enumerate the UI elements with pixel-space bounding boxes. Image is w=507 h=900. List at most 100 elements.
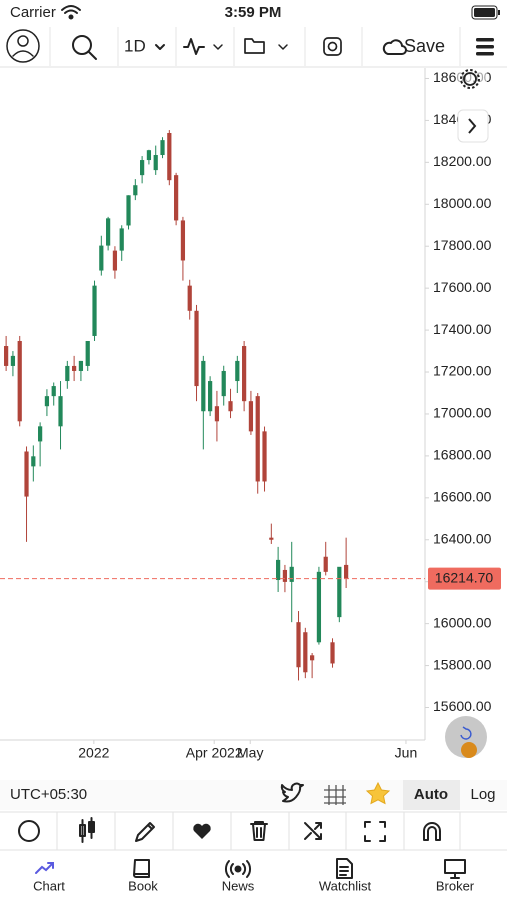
candle-tool[interactable] [79,817,95,843]
y-tick-label: 16800.00 [433,447,492,463]
tab-bar: Chart Book News Watchlist Broker [33,858,475,893]
chart-tab-icon [35,862,54,874]
profile-button[interactable] [6,29,40,63]
watchlist-tab-icon [336,858,353,879]
last-price-badge [428,567,501,590]
x-tick-label: Apr 2022 [186,745,243,761]
tab-label[interactable]: Watchlist [319,878,372,893]
x-tick-label: 2022 [78,745,109,761]
settings-button[interactable] [460,69,480,89]
menu-button[interactable] [476,38,494,56]
candle-body [31,456,36,467]
book-tab-icon [133,859,150,878]
compare-tool[interactable] [304,822,322,840]
instagram-button[interactable] [323,37,342,56]
x-tick-label: May [237,745,263,761]
shape-tool[interactable] [18,820,40,842]
candle-body [38,426,43,442]
magnet-tool[interactable] [423,822,441,841]
tab-label[interactable]: News [222,878,255,893]
scroll-right-bg [457,109,489,143]
candle-body [4,346,9,366]
candle-body [119,228,124,251]
candle-body [316,571,322,643]
candle-body [201,360,206,412]
timezone[interactable]: UTC+05:30 [10,786,87,803]
favorite-button[interactable] [365,781,391,805]
candle-body [51,386,56,397]
pencil-tool[interactable] [135,822,155,842]
candle-body [44,396,50,407]
auto-scale[interactable]: Auto [414,786,448,803]
favorites-tool[interactable] [193,823,211,839]
candle-body [208,381,213,412]
y-tick-label: 17200.00 [433,363,492,379]
candle-body [194,310,199,387]
interval-button[interactable]: 1D [124,36,165,55]
tab-label[interactable]: Chart [33,878,65,893]
candle-body [153,155,158,171]
candle-body [65,365,70,382]
candle-body [85,340,90,366]
y-tick-label: 17800.00 [433,237,492,253]
chart-overlay [445,68,489,758]
candle-body [17,340,22,422]
candle-body [262,431,267,482]
search-button[interactable] [72,35,97,60]
scroll-right-arrow [468,118,477,134]
candle-body [92,285,97,336]
candle-body [276,559,281,581]
y-tick-label: 17000.00 [433,405,492,421]
tab-label[interactable]: Broker [436,878,475,893]
candle-body [126,195,131,226]
candle-body [296,622,301,668]
candle-body [255,396,260,482]
candle-body [10,355,16,366]
scroll-right-button[interactable] [457,109,489,143]
tab-label[interactable]: Book [128,878,158,893]
delete-tool[interactable] [250,821,268,841]
clock: 3:59 PM [225,4,282,21]
gear-ring [463,72,477,86]
candle-body [269,537,274,540]
candle-body [174,175,179,221]
candle-body [344,564,349,579]
candle-body [133,185,138,196]
x-tick-label: Jun [395,745,418,761]
indicators-button[interactable] [183,38,223,55]
settings-bg [457,68,487,90]
y-tick-label: 17600.00 [433,279,492,295]
candle-body [72,365,77,371]
y-tick-label: 17400.00 [433,321,492,337]
twitter-button[interactable] [280,782,304,803]
wifi-icon [61,5,81,20]
battery-icon [471,5,500,20]
gear-teeth [460,69,480,89]
interval-label: 1D [124,36,146,55]
candle-body [106,218,111,246]
reset-arrow [460,726,472,740]
reset-chart-button[interactable] [445,716,487,758]
carrier: Carrier [10,4,56,21]
layouts-button[interactable] [244,38,288,54]
y-tick-label: 16400.00 [433,530,492,546]
grid-button[interactable] [324,785,346,805]
y-tick-label: 15800.00 [433,656,492,672]
candle-body [235,360,240,382]
candle-body [337,566,342,618]
candle-body [146,150,152,161]
save-button[interactable]: Save [382,36,445,56]
news-tab-icon [225,860,251,878]
drawing-toolbar [0,811,507,851]
candle-body [214,406,220,422]
fullscreen-tool[interactable] [364,821,386,842]
candle-body [160,140,165,156]
log-scale[interactable]: Log [470,786,495,803]
candle-body [99,245,104,271]
candle-body [167,132,172,181]
candle-body [221,370,226,397]
candle-body [289,566,294,582]
candle-body [78,360,84,371]
y-tick-label: 15600.00 [433,698,492,714]
